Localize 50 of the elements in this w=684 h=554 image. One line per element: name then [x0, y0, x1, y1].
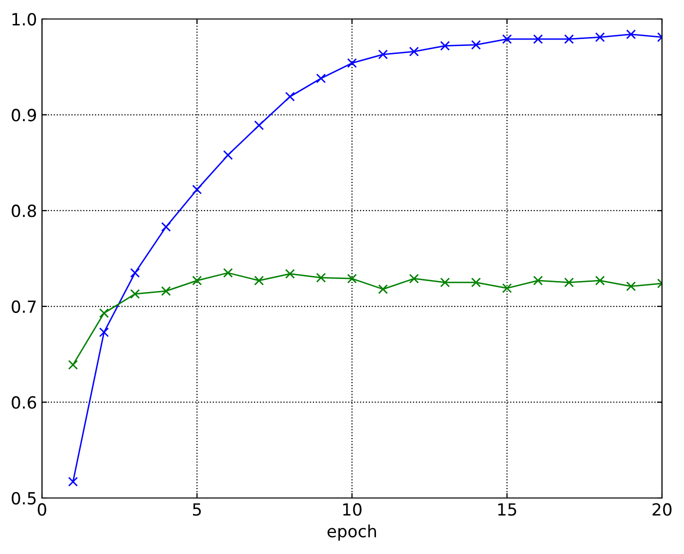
x-tick-label: 5 — [192, 503, 201, 516]
point — [502, 283, 512, 294]
point — [626, 29, 636, 40]
point — [409, 46, 419, 56]
point — [161, 222, 171, 232]
point — [533, 276, 543, 286]
point — [316, 272, 326, 283]
point — [595, 32, 605, 42]
x-tick-label: 20 — [652, 503, 672, 516]
point — [68, 360, 78, 370]
point — [223, 150, 233, 160]
point — [99, 308, 109, 318]
point — [564, 34, 574, 44]
x-axis-title: epoch — [328, 524, 376, 541]
point — [130, 289, 140, 299]
point — [378, 50, 388, 60]
y-tick-label: 0.5 — [12, 492, 36, 505]
point — [378, 284, 388, 294]
x-tick-label: 0 — [38, 503, 46, 516]
y-tick-label: 0.9 — [12, 108, 36, 122]
point — [347, 58, 357, 68]
y-tick-label: 0.6 — [12, 396, 36, 409]
point — [595, 276, 605, 286]
point — [254, 276, 264, 286]
point — [502, 34, 512, 44]
point — [285, 268, 295, 279]
point — [440, 40, 450, 51]
x-tick-label: 15 — [498, 503, 516, 516]
y-tick-label: 0.7 — [12, 300, 36, 313]
point — [440, 278, 450, 288]
point — [409, 274, 419, 284]
point — [471, 278, 481, 288]
point — [347, 274, 357, 284]
point — [192, 276, 202, 286]
point — [564, 278, 574, 288]
x-tick-label: 10 — [343, 503, 362, 516]
point — [471, 40, 481, 50]
point — [223, 268, 233, 278]
point — [533, 34, 543, 44]
point — [626, 281, 636, 292]
point — [285, 92, 295, 102]
point — [161, 286, 171, 296]
y-tick-label: 0.8 — [12, 204, 36, 218]
point — [99, 327, 109, 338]
point — [68, 476, 78, 487]
y-tick-label: 1.0 — [12, 12, 36, 26]
point — [316, 74, 326, 84]
point — [192, 184, 202, 194]
point — [254, 120, 264, 130]
point — [130, 268, 140, 278]
